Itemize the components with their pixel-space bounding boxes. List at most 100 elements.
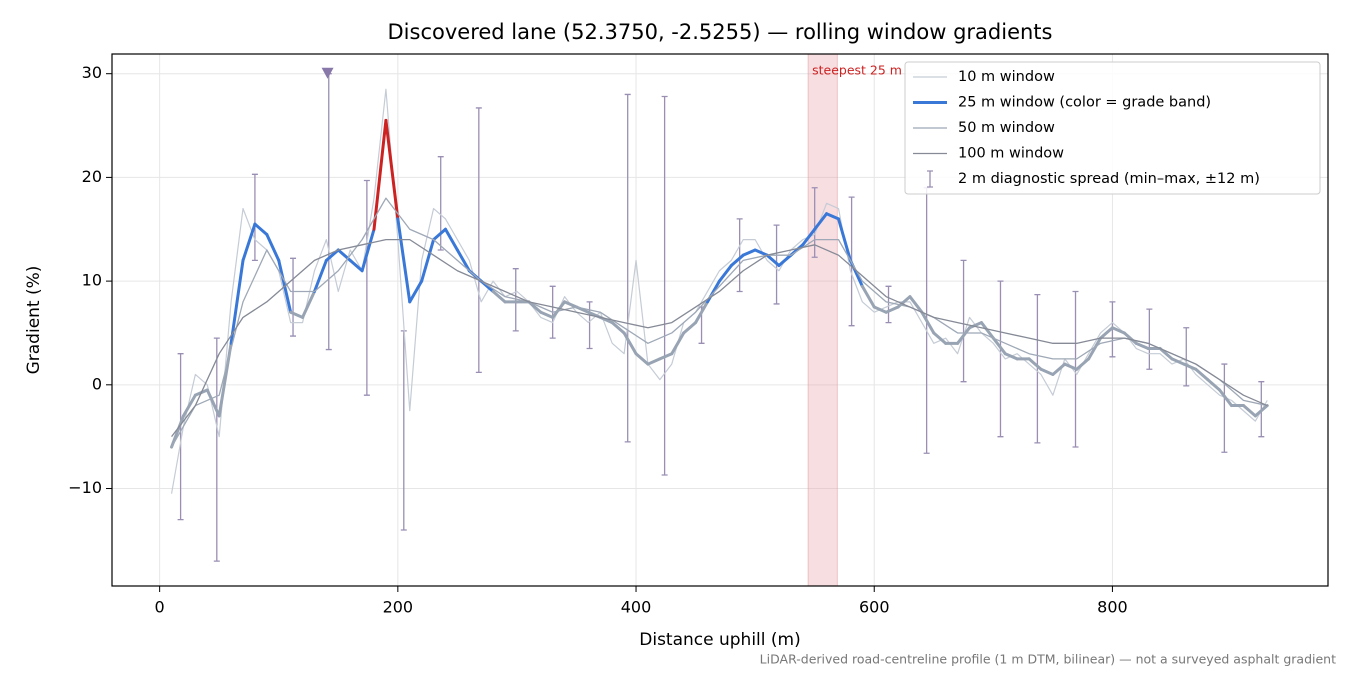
line-segment (646, 357, 662, 366)
line-segment (932, 331, 948, 345)
line-segment (860, 284, 876, 309)
line-segment (658, 352, 674, 361)
line-segment (229, 258, 245, 345)
line-segment (539, 310, 555, 319)
line-segment (968, 321, 983, 330)
line-segment (491, 289, 507, 304)
line-segment (622, 331, 638, 356)
error-bar (997, 280, 1004, 438)
x-tick-label: 400 (621, 598, 652, 617)
line-segment (420, 238, 436, 283)
line-segment (1158, 347, 1174, 361)
legend-label: 25 m window (color = grade band) (958, 95, 1211, 111)
line-segment (813, 212, 829, 231)
error-bar (736, 218, 743, 293)
line-segment (729, 253, 745, 268)
line-segment (956, 326, 972, 345)
line-segment (979, 321, 995, 340)
line-segment (991, 336, 1007, 356)
highlight-label: steepest 25 m (812, 63, 902, 78)
line-segment (610, 321, 626, 335)
line-segment (825, 212, 841, 221)
line-segment (1253, 404, 1269, 418)
legend-label: 100 m window (958, 146, 1064, 162)
x-tick-label: 800 (1097, 598, 1128, 617)
legend-label: 10 m window (958, 69, 1055, 85)
y-tick-label: 20 (82, 167, 102, 186)
line-segment (205, 388, 221, 418)
y-tick-label: 10 (82, 271, 102, 290)
peak-marker (321, 67, 334, 79)
line-segment (372, 118, 388, 231)
x-tick-label: 0 (155, 598, 165, 617)
series-line (170, 197, 1268, 448)
x-tick-label: 200 (383, 598, 414, 617)
line-segment (253, 222, 269, 236)
line-segment (563, 300, 578, 309)
line-segment (1099, 326, 1114, 340)
legend-label: 50 m window (958, 120, 1055, 136)
line-segment (694, 300, 709, 325)
line-segment (289, 310, 305, 319)
line-segment (741, 248, 757, 257)
line-segment (384, 118, 400, 221)
line-segment (396, 217, 412, 304)
line-segment (432, 227, 447, 242)
line-segment (181, 393, 197, 418)
line-segment (1039, 367, 1055, 376)
error-bar (811, 187, 818, 258)
chart-title: Discovered lane (52.3750, -2.5255) — rol… (388, 20, 1053, 44)
line-segment (551, 300, 567, 319)
error-bar (512, 268, 519, 332)
line-segment (1170, 357, 1186, 366)
footnote: LiDAR-derived road-centreline profile (1… (760, 652, 1336, 667)
line-segment (348, 258, 364, 273)
line-segment (1194, 367, 1210, 382)
line-segment (443, 227, 459, 252)
error-bar (1034, 293, 1041, 444)
line-segment (765, 253, 781, 268)
line-segment (682, 321, 698, 335)
error-bar (251, 173, 258, 262)
line-segment (1241, 404, 1257, 418)
y-tick-label: −10 (68, 478, 102, 497)
line-segment (1122, 331, 1138, 345)
error-bar (1183, 327, 1190, 387)
line-segment (324, 248, 340, 262)
line-segment (1218, 388, 1234, 408)
line-segment (1075, 357, 1091, 371)
line-segment (1087, 336, 1103, 361)
error-bar (213, 337, 220, 562)
line-segment (920, 310, 936, 335)
line-segment (1134, 341, 1150, 351)
line-segment (408, 279, 424, 304)
line-segment (872, 305, 888, 314)
error-bar (624, 93, 631, 443)
line-segment (455, 248, 471, 273)
series-line (171, 238, 1268, 438)
line-segment (265, 232, 281, 262)
line-segment (717, 264, 733, 283)
line-segment (360, 227, 376, 273)
line-segment (1110, 326, 1126, 335)
error-bar (177, 353, 184, 521)
line-segment (837, 217, 852, 262)
plot-frame (111, 53, 1329, 587)
line-segment (884, 305, 900, 314)
line-segment (1182, 362, 1198, 371)
error-bar (363, 179, 370, 396)
y-axis-label: Gradient (%) (24, 266, 44, 375)
x-axis-label: Distance uphill (m) (639, 630, 800, 650)
line-segment (1051, 362, 1067, 376)
line-segment (801, 227, 817, 247)
line-segment (1027, 357, 1043, 371)
error-bar (475, 107, 482, 374)
error-bar (885, 285, 892, 324)
line-segment (312, 258, 328, 293)
line-segment (1063, 362, 1079, 371)
error-bar (960, 259, 967, 383)
line-segment (753, 248, 769, 257)
y-tick-label: 0 (92, 374, 102, 393)
legend-swatch (927, 170, 933, 188)
line-segment (1206, 378, 1222, 392)
